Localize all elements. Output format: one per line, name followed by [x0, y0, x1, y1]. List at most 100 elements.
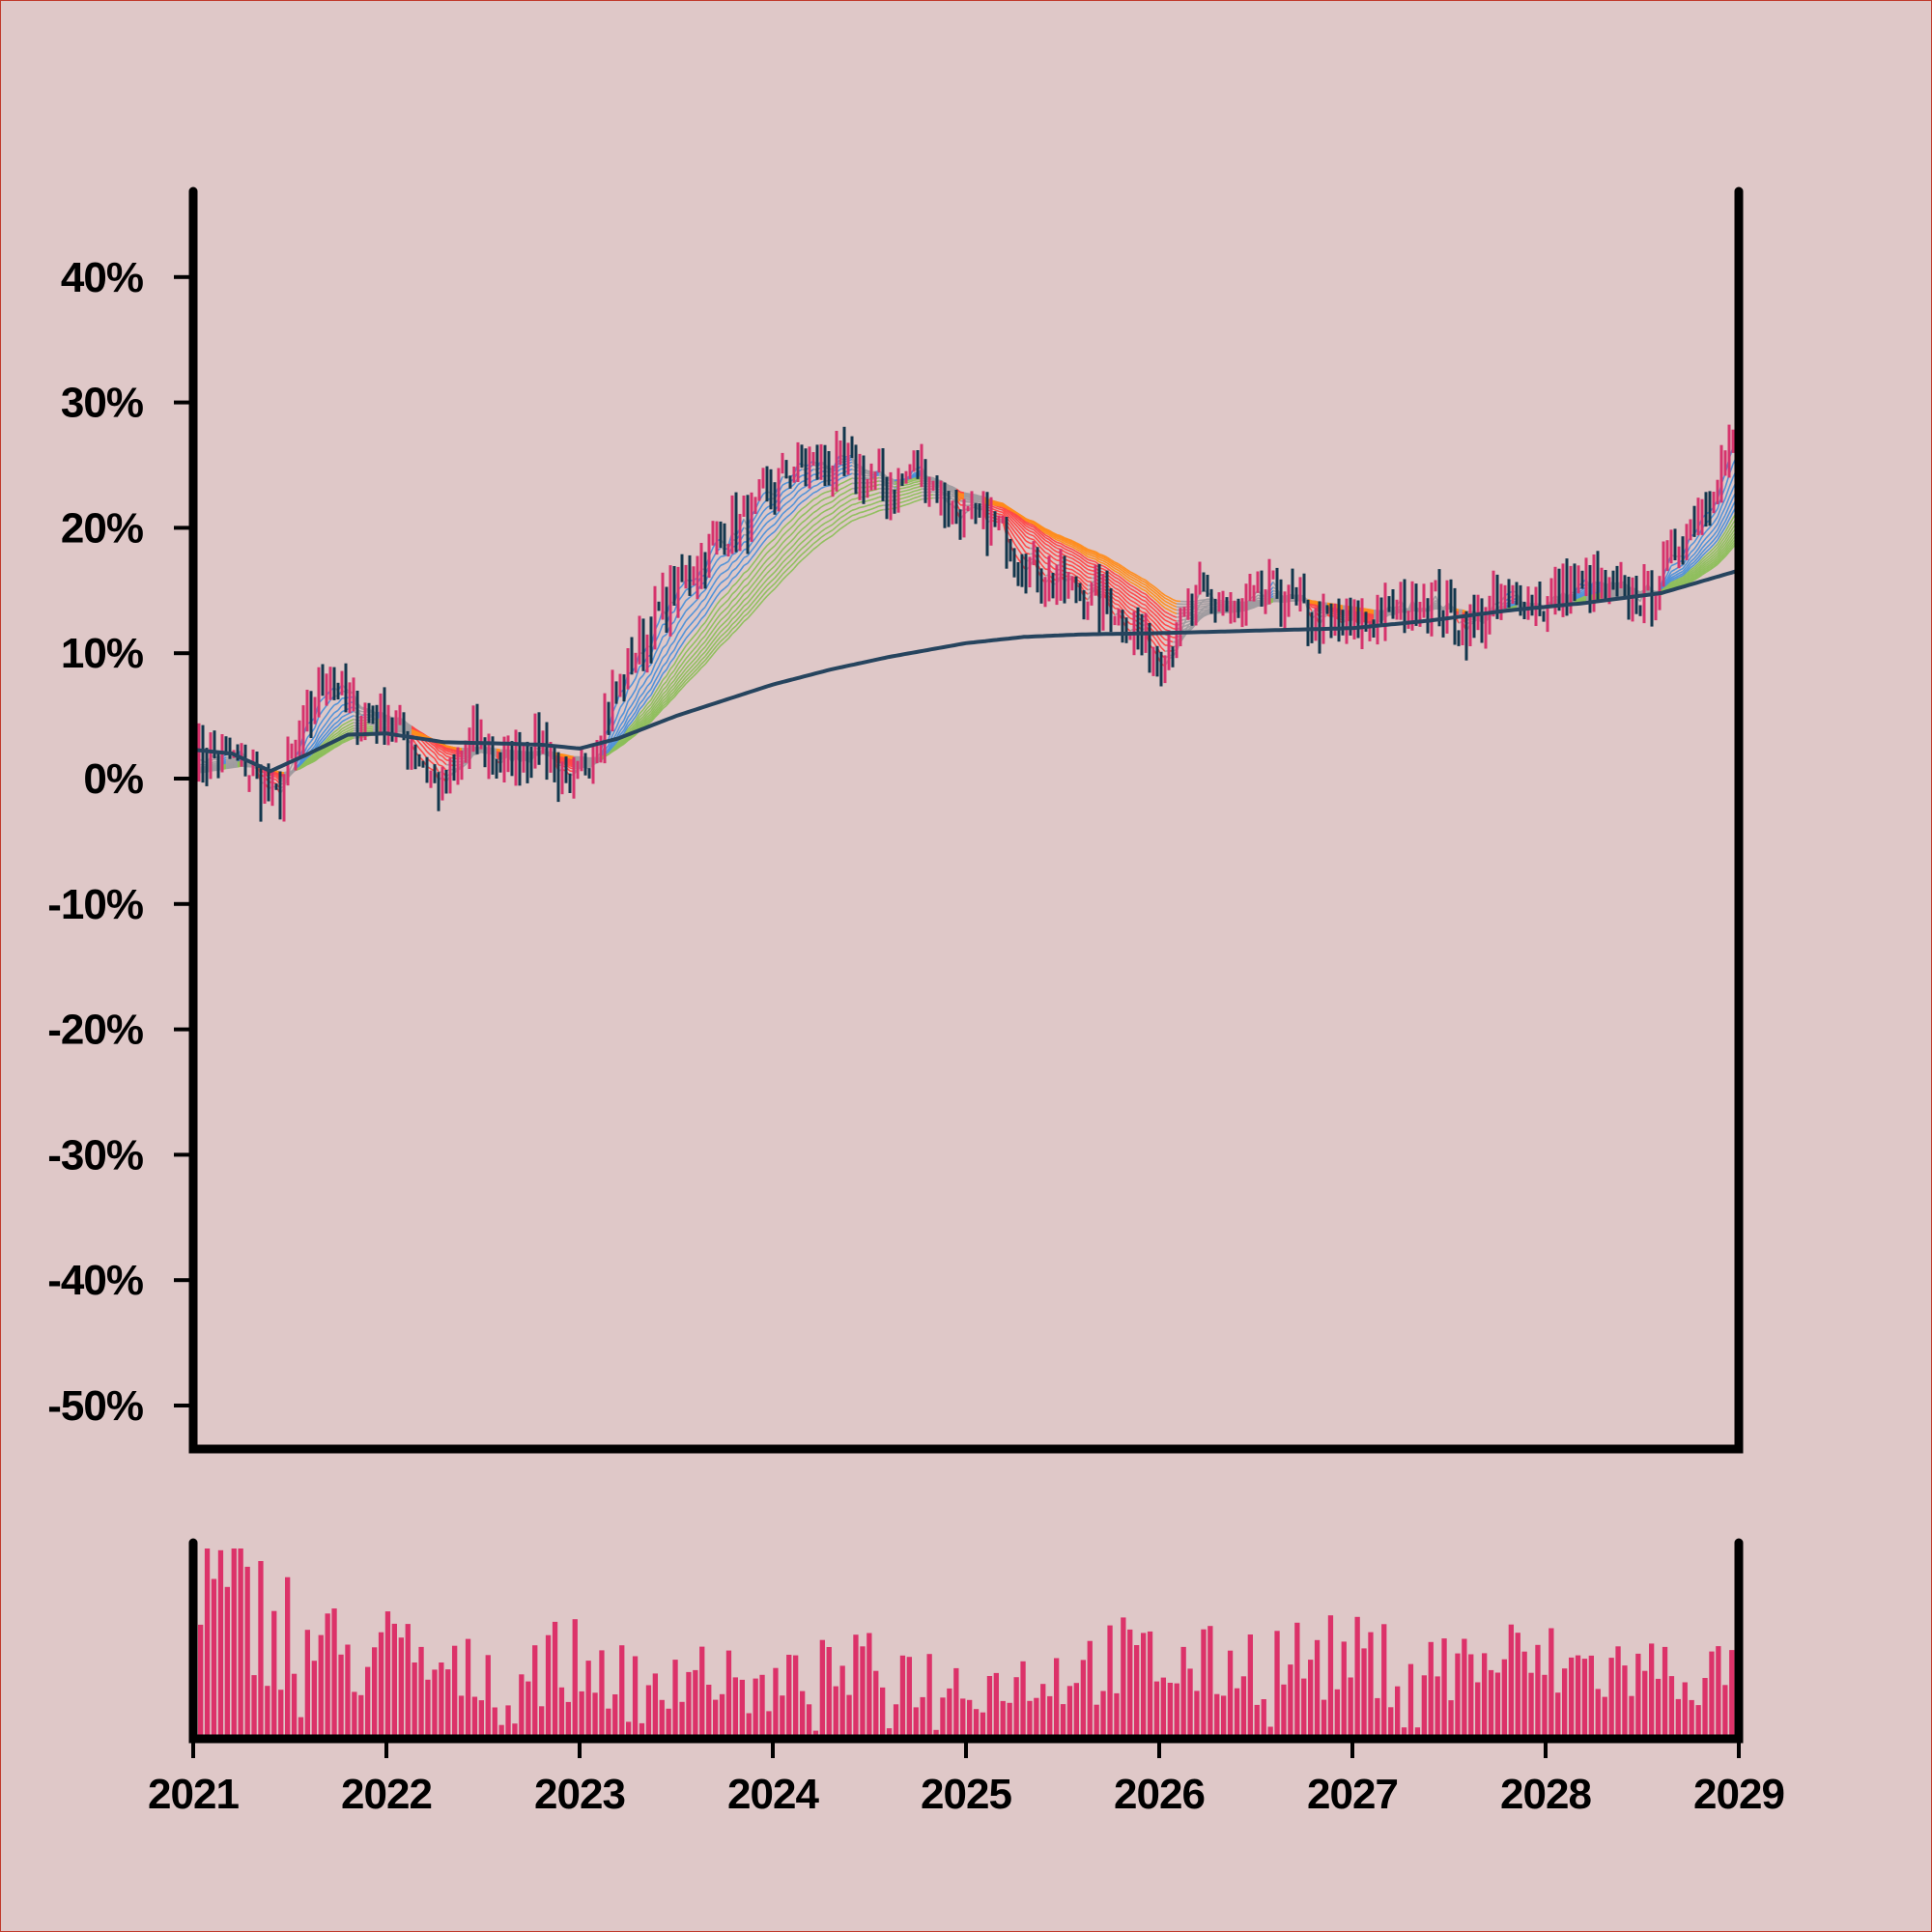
ribbon-line-segment: [720, 571, 725, 576]
ribbon-line-segment: [631, 711, 637, 719]
ribbon-line-segment: [901, 486, 907, 490]
ribbon-line-segment: [1098, 561, 1104, 564]
ribbon-line-segment: [1064, 545, 1069, 549]
ribbon-line-segment: [1709, 544, 1715, 550]
ribbon-line-segment: [426, 751, 432, 756]
ribbon-line-segment: [724, 611, 729, 617]
ribbon-line-segment: [666, 679, 671, 687]
ribbon-line-segment: [658, 666, 664, 675]
ribbon-line-segment: [1009, 518, 1015, 525]
ribbon-line-segment: [797, 508, 803, 514]
ribbon-line-segment: [801, 492, 807, 497]
ribbon-line-segment: [1724, 519, 1730, 528]
ribbon-line-segment: [1705, 548, 1711, 554]
ribbon-line-segment: [623, 700, 629, 713]
ribbon-line-segment: [948, 485, 953, 489]
ribbon-line-segment: [1720, 531, 1726, 539]
ribbon-line-segment: [754, 582, 760, 588]
ribbon-line-segment: [1678, 581, 1684, 584]
ribbon-line-segment: [341, 722, 347, 726]
ribbon-line-segment: [654, 666, 660, 674]
ribbon-line-segment: [434, 757, 440, 766]
ribbon-line-segment: [1713, 553, 1719, 558]
ribbon-line-segment: [662, 668, 668, 675]
ribbon-line-segment: [797, 542, 803, 548]
ribbon-line-segment: [747, 572, 753, 579]
ribbon-line-segment: [635, 703, 640, 713]
ribbon-line-segment: [1709, 548, 1715, 554]
ribbon-line-segment: [627, 704, 633, 712]
ribbon-line-segment: [747, 591, 753, 598]
ribbon-line-segment: [1156, 604, 1162, 610]
ribbon-line-segment: [329, 727, 335, 733]
ribbon-line-segment: [1056, 544, 1062, 548]
ribbon-line-segment: [743, 596, 749, 602]
ribbon-line-segment: [623, 725, 629, 734]
ribbon-line-segment: [843, 484, 849, 489]
ribbon-line-segment: [758, 556, 764, 563]
ribbon-line-segment: [836, 511, 841, 517]
ribbon-line-segment: [1168, 625, 1174, 630]
ribbon-line-segment: [306, 753, 312, 759]
ribbon-line-segment: [959, 492, 965, 495]
ribbon-line-segment: [639, 709, 644, 715]
ribbon-line-segment: [716, 574, 722, 581]
ribbon-line-segment: [809, 505, 814, 511]
ribbon-line-segment: [774, 566, 780, 573]
ribbon-line-segment: [1674, 582, 1680, 586]
ribbon-line-segment: [1067, 563, 1073, 567]
ribbon-line-segment: [1002, 511, 1008, 519]
ribbon-line-segment: [824, 514, 830, 519]
ribbon-line-segment: [414, 743, 420, 750]
ribbon-line-segment: [337, 697, 343, 704]
ribbon-line-segment: [781, 482, 787, 486]
ribbon-line-segment: [1713, 516, 1719, 524]
ribbon-line-segment: [727, 578, 733, 586]
ribbon-line-segment: [948, 487, 953, 490]
ribbon-line-segment: [1133, 589, 1139, 594]
ribbon-line-segment: [1017, 535, 1023, 542]
ribbon-line-segment: [693, 608, 698, 613]
ribbon-line-segment: [1720, 506, 1726, 516]
ribbon-line-segment: [1048, 554, 1054, 559]
ribbon-line-segment: [820, 503, 826, 508]
ribbon-line-segment: [681, 672, 687, 679]
ribbon-line-segment: [329, 731, 335, 737]
ribbon-line-segment: [785, 541, 791, 547]
ribbon-line-segment: [650, 696, 656, 705]
ribbon-line-segment: [685, 596, 691, 602]
ribbon-line-segment: [407, 727, 412, 731]
ribbon-line-segment: [778, 535, 783, 542]
ribbon-line-segment: [635, 667, 640, 679]
ribbon-line-segment: [704, 582, 710, 591]
ribbon-line-segment: [812, 522, 818, 526]
ribbon-line-segment: [314, 742, 320, 750]
ribbon-line-segment: [1071, 546, 1077, 551]
ribbon-line-segment: [789, 524, 795, 529]
ribbon-line-segment: [449, 748, 455, 752]
ribbon-line-segment: [627, 711, 633, 718]
ribbon-line-segment: [716, 606, 722, 612]
ribbon-line-segment: [758, 571, 764, 578]
ribbon-line-segment: [1168, 621, 1174, 625]
ribbon-line-segment: [909, 490, 915, 494]
ribbon-line-segment: [654, 702, 660, 709]
ribbon-line-segment: [913, 481, 919, 484]
ribbon-line-segment: [785, 554, 791, 559]
ribbon-line-segment: [1075, 551, 1081, 554]
ribbon-line-segment: [793, 546, 799, 553]
ribbon-line-segment: [1149, 601, 1154, 606]
ribbon-line-segment: [1690, 574, 1695, 579]
ribbon-line-segment: [793, 484, 799, 492]
ribbon-line-segment: [754, 562, 760, 569]
ribbon-line-segment: [704, 635, 710, 642]
ribbon-line-segment: [1724, 537, 1730, 545]
ribbon-line-segment: [1693, 565, 1699, 571]
ribbon-line-segment: [797, 515, 803, 521]
ribbon-line-segment: [689, 648, 695, 655]
ribbon-line-segment: [1114, 583, 1120, 587]
ribbon-line-segment: [1168, 616, 1174, 621]
ribbon-line-segment: [1666, 577, 1672, 583]
ribbon-line-segment: [905, 483, 911, 486]
ribbon-line-segment: [700, 621, 706, 628]
